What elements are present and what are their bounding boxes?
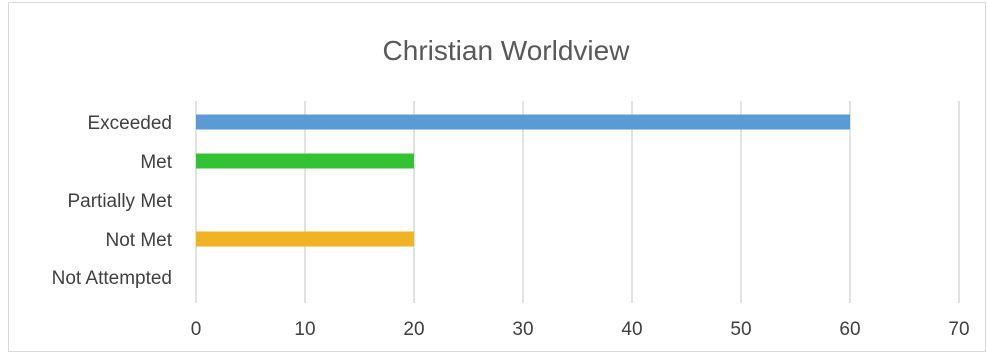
bar-not-met <box>196 231 414 247</box>
category-label: Not Attempted <box>52 268 172 289</box>
gridlines <box>195 101 960 303</box>
chart-title: Christian Worldview <box>383 35 631 66</box>
category-label: Met <box>140 152 172 173</box>
x-tick-label: 50 <box>730 319 751 340</box>
x-tick-label: 40 <box>621 319 642 340</box>
category-label: Exceeded <box>87 113 172 134</box>
category-labels: Exceeded Met Partially Met Not Met Not Attem… <box>52 113 173 289</box>
x-tick-label: 30 <box>512 319 533 340</box>
bars <box>196 114 850 247</box>
x-axis-tick-labels: 0 10 20 30 40 50 60 70 <box>191 319 970 340</box>
x-tick-label: 60 <box>839 319 860 340</box>
bar-met <box>196 153 414 169</box>
x-tick-label: 10 <box>294 319 315 340</box>
category-label: Partially Met <box>67 191 172 212</box>
x-tick-label: 70 <box>948 319 969 340</box>
x-tick-label: 20 <box>403 319 424 340</box>
bar-chart: Christian Worldview Exceeded Met Partially… <box>52 35 970 340</box>
category-label: Not Met <box>105 230 172 251</box>
chart-frame: Christian Worldview Exceeded Met Partially… <box>8 2 986 352</box>
bar-exceeded <box>196 114 850 130</box>
x-tick-label: 0 <box>191 319 202 340</box>
